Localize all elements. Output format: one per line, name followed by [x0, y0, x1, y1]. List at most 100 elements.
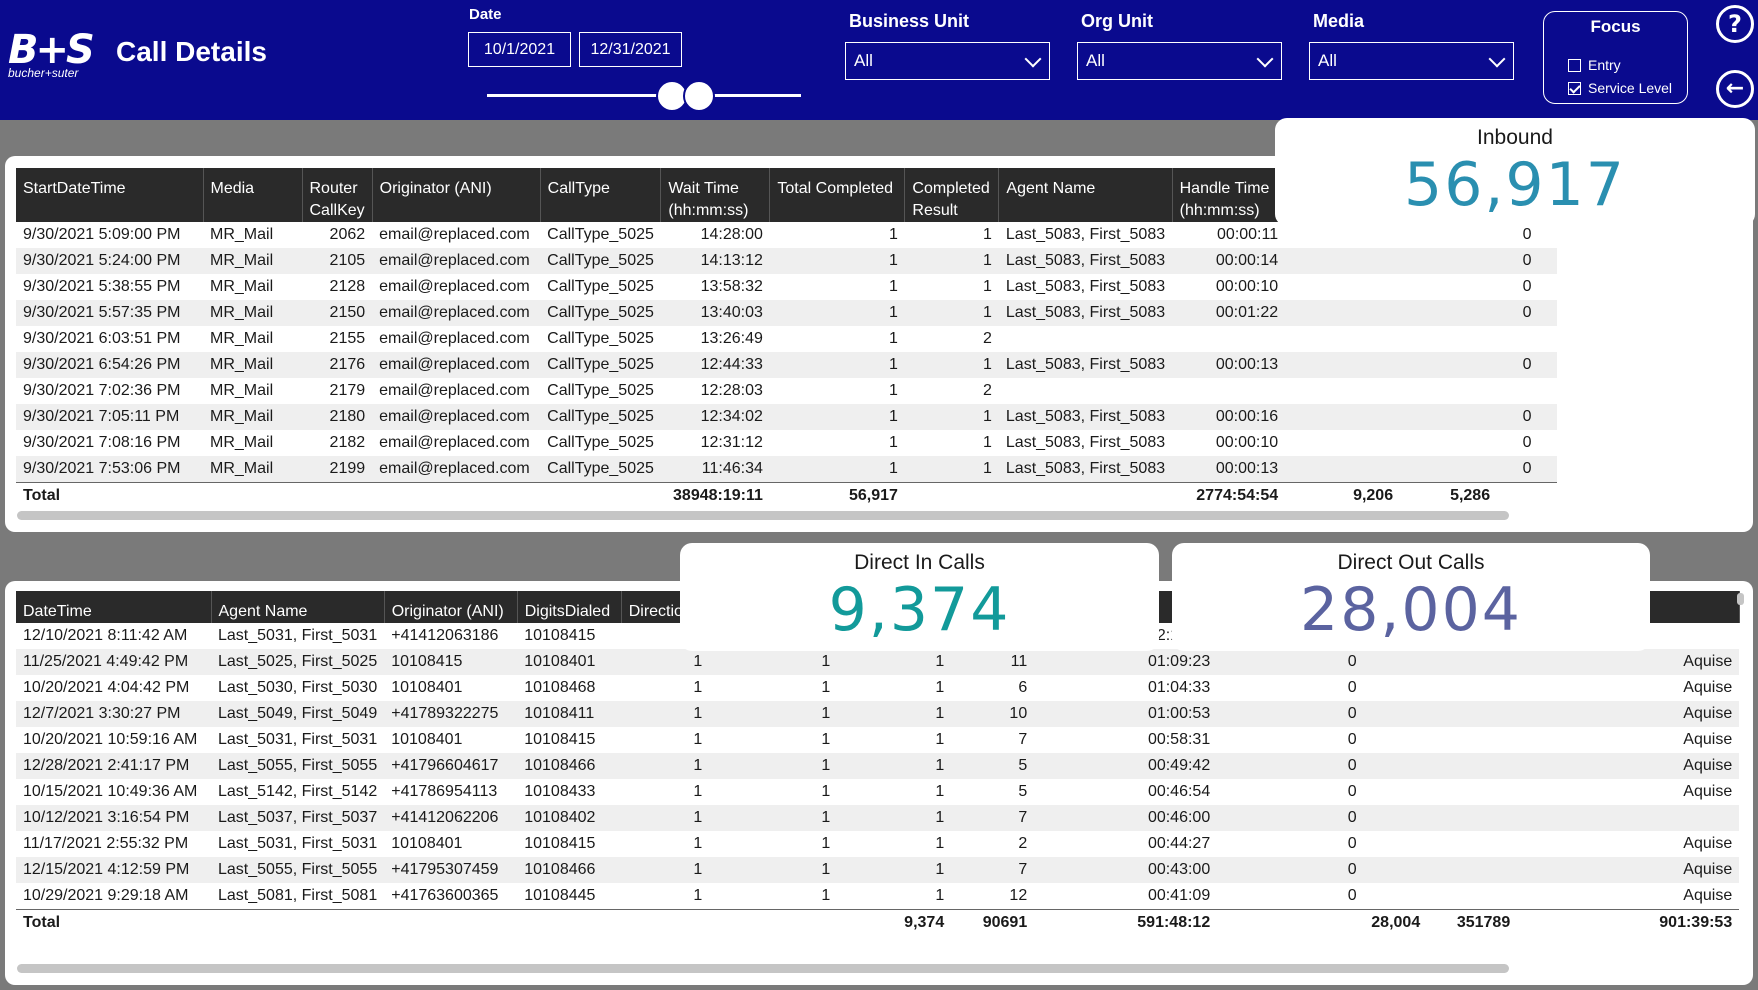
- table-cell: [1427, 675, 1517, 701]
- table-row[interactable]: 9/30/2021 7:53:06 PM MR_Mail 2199 email@rep…: [16, 456, 1558, 483]
- column-header[interactable]: Originator (ANI): [372, 168, 541, 222]
- table-cell: 1: [982, 434, 992, 451]
- help-icon[interactable]: ?: [1716, 5, 1754, 43]
- table-cell: 0: [1277, 857, 1428, 883]
- column-header[interactable]: Originator (ANI): [384, 591, 518, 623]
- table-cell: email@replaced.com: [372, 404, 541, 430]
- horizontal-scrollbar[interactable]: [17, 964, 1509, 973]
- table-cell: Last_5081, First_5081: [218, 887, 378, 904]
- column-header[interactable]: Completed Result: [904, 168, 1000, 222]
- table-cell: 1: [769, 248, 905, 274]
- table-cell: [1497, 378, 1557, 404]
- table-row[interactable]: 12/7/2021 3:30:27 PM Last_5049, First_504…: [16, 701, 1740, 727]
- table-cell: 2105: [302, 248, 373, 274]
- table-cell: +41795307459: [384, 857, 518, 883]
- total-cell: 9,206: [1285, 482, 1401, 509]
- table-row[interactable]: 12/15/2021 4:12:59 PM Last_5055, First_50…: [16, 857, 1740, 883]
- media-label: Media: [1313, 11, 1365, 31]
- table-cell: 12:34:02: [660, 404, 770, 430]
- table-cell: 7: [951, 805, 1035, 831]
- table-cell: 13:40:03: [660, 300, 770, 326]
- table-cell: MR_Mail: [210, 278, 274, 295]
- column-header[interactable]: Wait Time (hh:mm:ss): [660, 168, 771, 222]
- table-cell: [1285, 352, 1401, 378]
- table-cell: 1: [769, 456, 905, 483]
- checkbox-checked-icon[interactable]: [1568, 82, 1581, 95]
- date-start-input[interactable]: 10/1/2021: [468, 32, 571, 67]
- table-cell: 1: [693, 783, 703, 800]
- report-header: B+S bucher+suter Call Details Date 10/1/…: [0, 0, 1758, 120]
- table-row[interactable]: 9/30/2021 7:02:36 PM MR_Mail 2179 email@rep…: [16, 378, 1557, 404]
- table-cell: CallType_5025: [547, 434, 654, 451]
- table-cell: [1285, 300, 1401, 326]
- table-cell: 9/30/2021 6:03:51 PM: [23, 330, 181, 347]
- table-row[interactable]: 10/20/2021 10:59:16 AM Last_5031, First_5…: [16, 727, 1739, 753]
- table-row[interactable]: 9/30/2021 5:09:00 PM MR_Mail 2062 email@rep…: [16, 222, 1557, 248]
- table-cell: 10108433: [524, 783, 596, 800]
- column-header[interactable]: Media: [203, 168, 303, 222]
- date-end-input[interactable]: 12/31/2021: [579, 32, 682, 67]
- table-cell: 00:44:27: [1147, 835, 1211, 852]
- table-cell: 00:46:54: [1147, 783, 1211, 800]
- table-cell: 10108415: [384, 649, 518, 675]
- table-cell: Last_5055, First_5055: [211, 857, 385, 883]
- column-header[interactable]: Agent Name: [211, 591, 385, 623]
- business-unit-dropdown[interactable]: All: [845, 42, 1050, 80]
- table-cell: 14:13:12: [660, 248, 770, 274]
- table-row[interactable]: 10/15/2021 10:49:36 AM Last_5142, First_5…: [16, 779, 1739, 805]
- table-row[interactable]: 9/30/2021 6:54:26 PM MR_Mail 2176 email@rep…: [16, 352, 1558, 378]
- table-row[interactable]: 9/30/2021 7:05:11 PM MR_Mail 2180 email@rep…: [16, 404, 1558, 430]
- column-header[interactable]: DigitsDialed: [517, 591, 622, 623]
- table-cell: 13:58:32: [700, 278, 763, 295]
- checkbox-icon[interactable]: [1568, 59, 1581, 72]
- table-cell: CallType_5025: [540, 352, 661, 378]
- column-header[interactable]: CallType: [540, 168, 662, 222]
- column-header[interactable]: Handle Time (hh:mm:ss): [1172, 168, 1286, 222]
- table-row[interactable]: 10/29/2021 9:29:18 AM Last_5081, First_50…: [16, 883, 1739, 910]
- table-row[interactable]: 10/20/2021 4:04:42 PM Last_5030, First_50…: [16, 675, 1739, 701]
- table-row[interactable]: 9/30/2021 5:38:55 PM MR_Mail 2128 email@rep…: [16, 274, 1557, 300]
- table-cell: [1400, 430, 1497, 456]
- table-cell: [1400, 274, 1497, 300]
- table-cell: [999, 326, 1172, 352]
- media-dropdown[interactable]: All: [1309, 42, 1514, 80]
- table-cell: +41796604617: [384, 753, 518, 779]
- column-header[interactable]: DateTime: [16, 591, 212, 623]
- table-cell: 1: [621, 857, 710, 883]
- column-header[interactable]: Agent Name: [998, 168, 1173, 222]
- horizontal-scrollbar[interactable]: [17, 511, 1509, 520]
- table-cell: 2: [982, 382, 992, 399]
- table-cell: email@replaced.com: [379, 330, 530, 347]
- table-cell: Aquise: [1547, 701, 1740, 727]
- table-cell: CallType_5025: [540, 300, 661, 326]
- date-slider-end-handle[interactable]: [683, 80, 715, 112]
- table-cell: Aquise: [1683, 679, 1733, 696]
- table-cell: 1: [709, 701, 838, 727]
- table-cell: 1: [935, 887, 945, 904]
- table-cell: 0: [1497, 248, 1558, 274]
- table-row[interactable]: 9/30/2021 6:03:51 PM MR_Mail 2155 email@rep…: [16, 326, 1557, 352]
- table-row[interactable]: 9/30/2021 7:08:16 PM MR_Mail 2182 email@rep…: [16, 430, 1557, 456]
- table-row[interactable]: 10/12/2021 3:16:54 PM Last_5037, First_50…: [16, 805, 1740, 831]
- table-cell: 10108466: [517, 753, 622, 779]
- table-cell: email@replaced.com: [379, 434, 530, 451]
- table-row[interactable]: 12/10/2021 8:11:42 AM Last_5031, First_50…: [16, 623, 1739, 649]
- table-row[interactable]: 9/30/2021 5:24:00 PM MR_Mail 2105 email@rep…: [16, 248, 1558, 274]
- vertical-scrollbar[interactable]: [1737, 593, 1744, 605]
- date-range-slider[interactable]: [487, 94, 801, 97]
- date-slider-start-handle[interactable]: [656, 80, 688, 112]
- direct-out-kpi-card: Direct Out Calls 28,004: [1172, 543, 1650, 651]
- table-row[interactable]: 9/30/2021 5:57:35 PM MR_Mail 2150 email@rep…: [16, 300, 1558, 326]
- column-header[interactable]: StartDateTime: [16, 168, 204, 222]
- table-row[interactable]: 11/17/2021 2:55:32 PM Last_5031, First_50…: [16, 831, 1739, 857]
- table-cell: 00:00:11: [1217, 226, 1279, 243]
- table-row[interactable]: 12/28/2021 2:41:17 PM Last_5055, First_50…: [16, 753, 1740, 779]
- back-arrow-icon[interactable]: ←: [1716, 70, 1754, 108]
- table-cell: 10108401: [391, 731, 463, 748]
- table-cell: [1217, 805, 1278, 831]
- column-header[interactable]: Total Completed: [769, 168, 906, 222]
- org-unit-dropdown[interactable]: All: [1077, 42, 1282, 80]
- total-cell: [904, 482, 999, 509]
- table-row[interactable]: 11/25/2021 4:49:42 PM Last_5025, First_50…: [16, 649, 1740, 675]
- column-header[interactable]: Router CallKey: [302, 168, 373, 222]
